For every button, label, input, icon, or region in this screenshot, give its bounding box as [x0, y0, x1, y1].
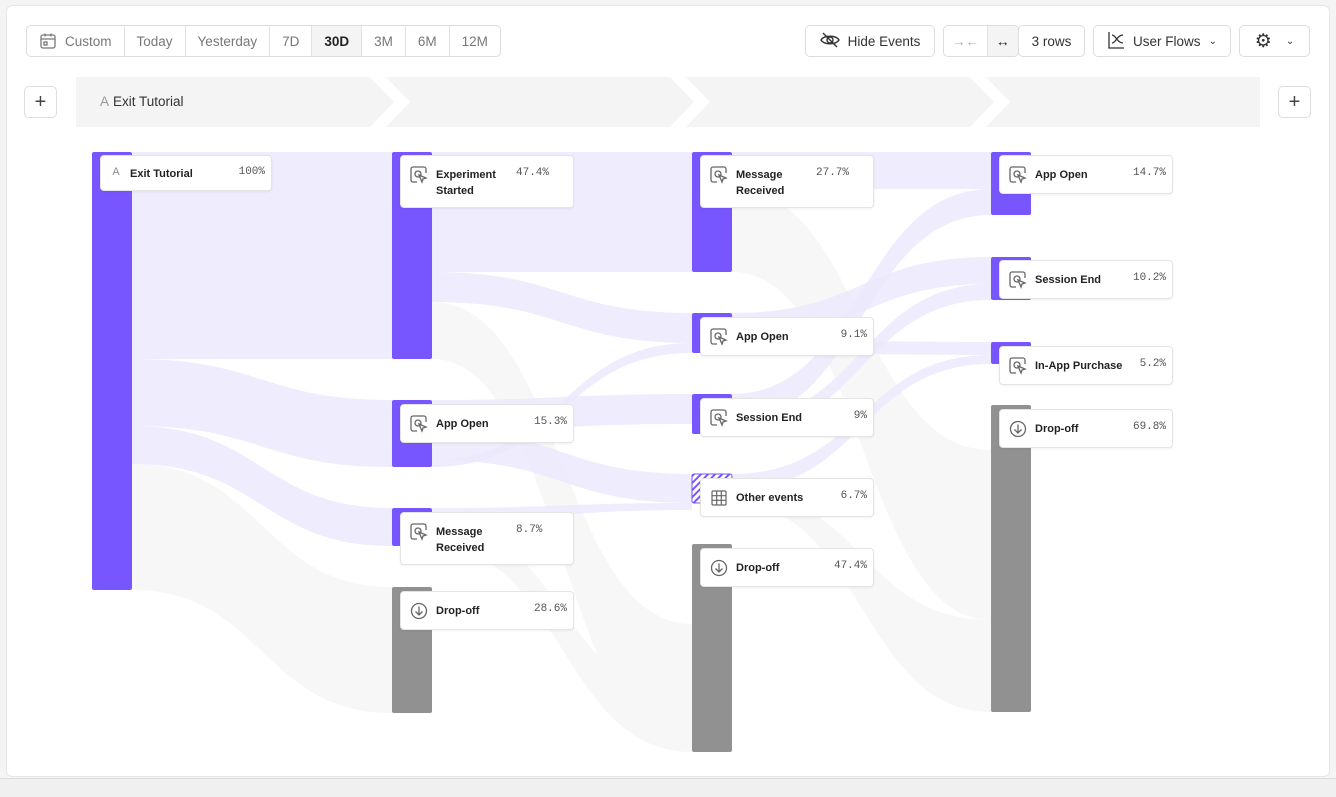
- node-name: Drop-off: [736, 562, 780, 574]
- date-range-today[interactable]: Today: [125, 26, 186, 56]
- node-percent: 28.6%: [533, 603, 567, 615]
- event-cursor-icon: [709, 408, 729, 428]
- flow-link[interactable]: [732, 189, 991, 420]
- node-percent: 5.2%: [1139, 358, 1166, 370]
- node-card[interactable]: Other events 6.7%: [700, 478, 874, 517]
- node-bar[interactable]: [92, 152, 132, 590]
- node-name: App Open: [436, 418, 489, 430]
- node-card[interactable]: Experiment Started 47.4%: [400, 155, 574, 208]
- date-range-3m[interactable]: 3M: [362, 26, 406, 56]
- event-cursor-icon: [409, 414, 429, 434]
- anchor-letter-icon: A: [112, 166, 120, 178]
- node-name: App Open: [1035, 169, 1088, 181]
- node-name: Experiment Started: [436, 169, 496, 197]
- node-card[interactable]: Message Received 27.7%: [700, 155, 874, 208]
- dropoff-link[interactable]: [432, 520, 692, 752]
- node-percent: 100%: [238, 166, 265, 178]
- node-bar[interactable]: [692, 544, 732, 752]
- node-name: App Open: [736, 331, 789, 343]
- event-cursor-icon: [1008, 270, 1028, 290]
- node-percent: 27.7%: [816, 167, 850, 179]
- date-range-7d[interactable]: 7D: [270, 26, 313, 56]
- flow-link[interactable]: [432, 272, 692, 343]
- flow-link[interactable]: [132, 152, 392, 359]
- node-card[interactable]: App Open 9.1%: [700, 317, 874, 356]
- node-name: Drop-off: [1035, 423, 1079, 435]
- node-card[interactable]: Session End 10.2%: [999, 260, 1173, 299]
- date-range-6m[interactable]: 6M: [406, 26, 450, 56]
- stage-header: [76, 77, 1260, 127]
- node-percent: 47.4%: [516, 167, 550, 179]
- node-card[interactable]: A Exit Tutorial 100%: [100, 155, 272, 191]
- dropoff-link[interactable]: [732, 490, 991, 712]
- date-range-12m[interactable]: 12M: [461, 33, 488, 49]
- hide-events-button[interactable]: Hide Events: [805, 25, 935, 57]
- node-percent: 9%: [853, 410, 867, 422]
- expand-collapse-toggle: →← ↔: [943, 25, 1019, 57]
- event-cursor-icon: [409, 165, 429, 185]
- node-percent: 6.7%: [840, 490, 867, 502]
- node-name: Session End: [736, 412, 803, 424]
- flow-link[interactable]: [132, 426, 392, 546]
- node-percent: 69.8%: [1132, 421, 1166, 433]
- dropoff-arrow-icon: [409, 601, 429, 621]
- eye-off-icon: [819, 32, 840, 51]
- add-step-after-button[interactable]: +: [1278, 86, 1311, 118]
- dropoff-link[interactable]: [132, 464, 392, 713]
- expand-icon[interactable]: ↔: [988, 26, 1018, 56]
- node-name: Drop-off: [436, 605, 480, 617]
- node-name: Message Received: [436, 526, 485, 554]
- date-range-30d[interactable]: 30D: [312, 26, 363, 56]
- node-name: Session End: [1035, 274, 1102, 286]
- rows-button[interactable]: 3 rows: [1018, 25, 1085, 57]
- event-cursor-icon: [1008, 165, 1028, 185]
- node-percent: 9.1%: [840, 329, 867, 341]
- flow-link[interactable]: [132, 359, 392, 467]
- chevron-down-icon: ⌄: [1285, 35, 1295, 47]
- node-name: In-App Purchase: [1035, 360, 1123, 372]
- node-card[interactable]: Drop-off 47.4%: [700, 548, 874, 587]
- node-percent: 10.2%: [1132, 272, 1166, 284]
- node-card[interactable]: App Open 14.7%: [999, 155, 1173, 194]
- date-range-custom[interactable]: Custom: [27, 26, 125, 56]
- flow-link[interactable]: [732, 284, 991, 434]
- node-card[interactable]: Message Received 8.7%: [400, 512, 574, 565]
- node-percent: 14.7%: [1132, 167, 1166, 179]
- settings-button[interactable]: ⚙ ⌄: [1239, 25, 1310, 57]
- node-name: Other events: [736, 492, 804, 504]
- node-name: Exit Tutorial: [130, 168, 193, 180]
- event-cursor-icon: [409, 522, 429, 542]
- node-percent: 15.3%: [533, 416, 567, 428]
- add-step-before-button[interactable]: +: [24, 86, 57, 118]
- date-range-yesterday[interactable]: Yesterday: [186, 26, 271, 56]
- node-percent: 47.4%: [833, 560, 867, 572]
- flows-chart-icon: [1107, 31, 1125, 52]
- gear-icon: ⚙: [1254, 30, 1272, 52]
- node-card[interactable]: Drop-off 69.8%: [999, 409, 1173, 448]
- node-name: Message Received: [736, 169, 785, 197]
- node-card[interactable]: In-App Purchase 5.2%: [999, 346, 1173, 385]
- calendar-icon: [39, 32, 57, 50]
- collapse-icon[interactable]: →←: [944, 26, 988, 56]
- view-selector[interactable]: User Flows ⌄: [1093, 25, 1231, 57]
- grid-icon: [709, 488, 729, 508]
- node-card[interactable]: Session End 9%: [700, 398, 874, 437]
- dropoff-arrow-icon: [1008, 419, 1028, 439]
- stage-first-event[interactable]: A Exit Tutorial: [100, 94, 184, 109]
- date-range-selector: Custom Today Yesterday 7D 30D 3M 6M 12M: [26, 25, 501, 57]
- event-cursor-icon: [709, 327, 729, 347]
- node-bar[interactable]: [991, 405, 1031, 712]
- bottom-bar: [0, 778, 1336, 797]
- chevron-down-icon: ⌄: [1208, 35, 1217, 47]
- node-card[interactable]: Drop-off 28.6%: [400, 591, 574, 630]
- node-percent: 8.7%: [516, 524, 543, 536]
- node-card[interactable]: App Open 15.3%: [400, 404, 574, 443]
- dropoff-arrow-icon: [709, 558, 729, 578]
- event-cursor-icon: [709, 165, 729, 185]
- event-cursor-icon: [1008, 356, 1028, 376]
